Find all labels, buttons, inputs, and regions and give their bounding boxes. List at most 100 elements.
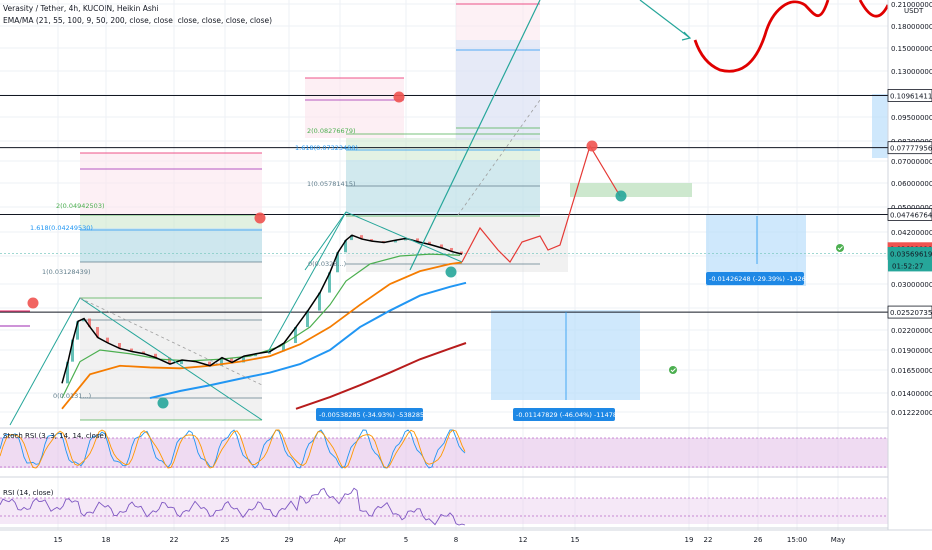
candle-16 bbox=[220, 357, 223, 366]
price-tick-14: 0.02200000 bbox=[891, 327, 932, 335]
measure-tag-text-1: -0.01147829 (-46.04%) -1147829 bbox=[516, 411, 625, 419]
candle-22 bbox=[294, 327, 297, 344]
fib-box-13 bbox=[570, 183, 692, 197]
candle-25 bbox=[328, 272, 331, 293]
ema55-line bbox=[61, 253, 461, 399]
price-tick-7: 0.07000000 bbox=[891, 158, 932, 166]
fib-label-4: 2(0.08276679) bbox=[307, 127, 356, 135]
fib-label-5: 1.618(0.07323488) bbox=[295, 144, 358, 152]
price-axis-bg bbox=[888, 0, 932, 550]
price-tick-16: 0.01650000 bbox=[891, 367, 932, 375]
time-tick-1: 18 bbox=[102, 536, 111, 544]
candle-32 bbox=[394, 240, 397, 243]
candle-21 bbox=[282, 343, 285, 352]
ema100-line bbox=[61, 261, 463, 410]
price-tick-1: 0.18000000 bbox=[891, 23, 932, 31]
time-tick-7: 8 bbox=[454, 536, 458, 544]
candle-9 bbox=[130, 348, 133, 352]
level-tag-bg-0 bbox=[887, 89, 932, 102]
marker-dot-6 bbox=[615, 190, 627, 202]
price-series bbox=[61, 234, 467, 410]
ema21-line bbox=[61, 234, 463, 384]
annotations: 2(0.04942503) 1.618(0.04249530) 1(0.031284… bbox=[9, 0, 890, 426]
forecast-path bbox=[461, 144, 621, 263]
candle-20 bbox=[268, 351, 271, 354]
time-tick-8: 12 bbox=[519, 536, 528, 544]
fib-box-8 bbox=[456, 0, 540, 140]
time-tick-5: Apr bbox=[334, 536, 346, 544]
measure-tag-text-0: -0.00538285 (-34.93%) -538285 bbox=[319, 411, 424, 419]
fib-box-12 bbox=[872, 94, 888, 158]
candle-7 bbox=[106, 337, 109, 344]
fib-box-0 bbox=[80, 153, 262, 215]
price-tick-10: 0.04200000 bbox=[891, 229, 932, 237]
price-unit: USDT bbox=[904, 7, 924, 15]
price-tick-5: 0.09500000 bbox=[891, 114, 932, 122]
measure-tag-text-2: -0.01426248 (-29.39%) -1426248 bbox=[709, 275, 818, 283]
level-tag-0: 0.10961411 bbox=[890, 93, 932, 101]
candle-8 bbox=[118, 343, 121, 349]
time-tick-6: 5 bbox=[404, 536, 408, 544]
candle-3 bbox=[76, 321, 79, 340]
ma200-line bbox=[295, 342, 467, 410]
price-tick-2: 0.15000000 bbox=[891, 45, 932, 53]
check-mark-1 bbox=[670, 368, 676, 373]
chart-title: Verasity / Tether, 4h, KUCOIN, Heikin As… bbox=[3, 4, 159, 13]
rsi-label: RSI (14, close) bbox=[3, 489, 54, 497]
level-tag-bg-5 bbox=[887, 305, 932, 319]
time-tick-4: 29 bbox=[285, 536, 294, 544]
marker-dot-2 bbox=[393, 91, 405, 103]
fib-box-4 bbox=[305, 78, 404, 138]
marker-dot-3 bbox=[586, 140, 598, 152]
dashed-line-left bbox=[79, 297, 263, 386]
time-tick-13: 15:00 bbox=[787, 536, 807, 544]
price-tick-12: 0.03000000 bbox=[891, 281, 932, 289]
fib-box-9 bbox=[456, 40, 540, 140]
indicator-label: EMA/MA (21, 55, 100, 9, 50, 200, close, … bbox=[3, 16, 273, 25]
candle-11 bbox=[154, 353, 157, 358]
ma50-line bbox=[149, 281, 467, 400]
candle-35 bbox=[428, 241, 431, 245]
time-tick-14: May bbox=[831, 536, 845, 544]
candle-2 bbox=[71, 339, 74, 362]
arrow-head bbox=[681, 31, 692, 41]
candle-27 bbox=[344, 240, 347, 253]
price-tick-18: 0.01222000 bbox=[891, 409, 932, 417]
countdown-bg bbox=[888, 259, 932, 272]
level-tag-5: 0.02520735 bbox=[890, 309, 932, 317]
candle-23 bbox=[306, 310, 309, 328]
candle-17 bbox=[230, 357, 233, 363]
candle-4 bbox=[82, 318, 85, 322]
candle-38 bbox=[460, 251, 463, 255]
rsi-line bbox=[0, 487, 466, 526]
time-axis-bg bbox=[0, 530, 888, 550]
time-tick-9: 15 bbox=[571, 536, 580, 544]
channel-line-3 bbox=[267, 211, 347, 353]
candle-34 bbox=[416, 238, 419, 242]
fib-label-1: 1.618(0.04249530) bbox=[30, 224, 93, 232]
candle-28 bbox=[350, 235, 353, 241]
candle-13 bbox=[180, 360, 183, 365]
candle-29 bbox=[360, 235, 363, 240]
candle-5 bbox=[88, 318, 91, 328]
marker-dot-5 bbox=[445, 266, 457, 278]
price-tick-3: 0.13000000 bbox=[891, 68, 932, 76]
candle-12 bbox=[168, 357, 171, 365]
forecast-curve bbox=[693, 0, 890, 73]
rsi-band bbox=[0, 498, 888, 524]
time-tick-10: 19 bbox=[685, 536, 694, 544]
arrow-line bbox=[639, 0, 691, 39]
fib-label-7: 0(0.0328...) bbox=[308, 260, 346, 268]
fib-label-2: 1(0.03128439) bbox=[42, 268, 91, 276]
projection-line bbox=[409, 0, 541, 271]
price-tick-8: 0.06000000 bbox=[891, 180, 932, 188]
price-tick-9: 0.05000000 bbox=[891, 204, 932, 212]
fib-box-3 bbox=[80, 228, 262, 262]
stoch-d-line bbox=[0, 429, 466, 469]
time-tick-12: 26 bbox=[754, 536, 763, 544]
countdown-text: 01:52:27 bbox=[892, 262, 923, 270]
time-tick-11: 22 bbox=[704, 536, 713, 544]
candle-10 bbox=[142, 351, 145, 354]
